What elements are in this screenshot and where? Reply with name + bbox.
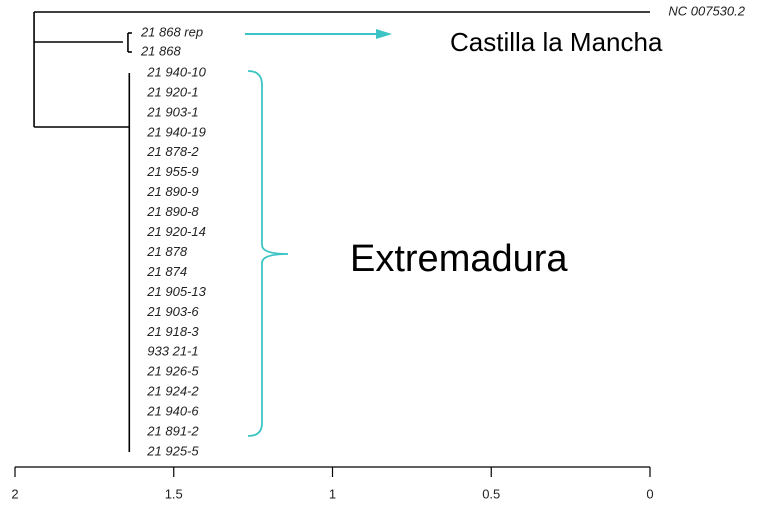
leaf-label: 21 878 — [146, 244, 188, 259]
leaf-label: 21 890-9 — [146, 184, 198, 199]
leaf-label: 21 920-14 — [146, 224, 206, 239]
leaf-label: 21 940-19 — [146, 124, 206, 139]
annotation-bracket — [247, 70, 289, 437]
leaf-label: 21 926-5 — [146, 364, 199, 379]
x-tick-label: 0 — [646, 486, 653, 501]
leaf-label: 21 940-10 — [146, 64, 206, 79]
annotation: Extremadura — [350, 238, 568, 280]
leaf-label: 21 918-3 — [146, 324, 199, 339]
leaf-label: 21 878-2 — [146, 144, 199, 159]
leaf-label: 21 874 — [146, 264, 187, 279]
leaf-label: 21 868 — [140, 43, 182, 58]
annotation: Castilla la Mancha — [450, 27, 663, 57]
leaf-label: 21 905-13 — [146, 284, 206, 299]
leaf-label: 21 955-9 — [146, 164, 198, 179]
leaf-label: 21 940-6 — [146, 404, 199, 419]
leaf-label: 21 903-6 — [146, 304, 199, 319]
leaf-label: 21 890-8 — [146, 204, 199, 219]
arrow-head — [376, 29, 392, 39]
x-tick-label: 2 — [11, 486, 18, 501]
x-tick-label: 0.5 — [482, 486, 500, 501]
leaf-label: NC 007530.2 — [668, 3, 745, 18]
leaf-label: 933 21-1 — [147, 344, 198, 359]
leaf-label: 21 868 rep — [140, 24, 203, 39]
leaf-label: 21 924-2 — [146, 384, 199, 399]
leaf-label: 21 891-2 — [146, 424, 199, 439]
leaf-label: 21 925-5 — [146, 443, 199, 458]
x-tick-label: 1.5 — [165, 486, 183, 501]
leaf-label: 21 903-1 — [146, 104, 198, 119]
x-tick-label: 1 — [329, 486, 336, 501]
leaf-label: 21 920-1 — [146, 84, 198, 99]
